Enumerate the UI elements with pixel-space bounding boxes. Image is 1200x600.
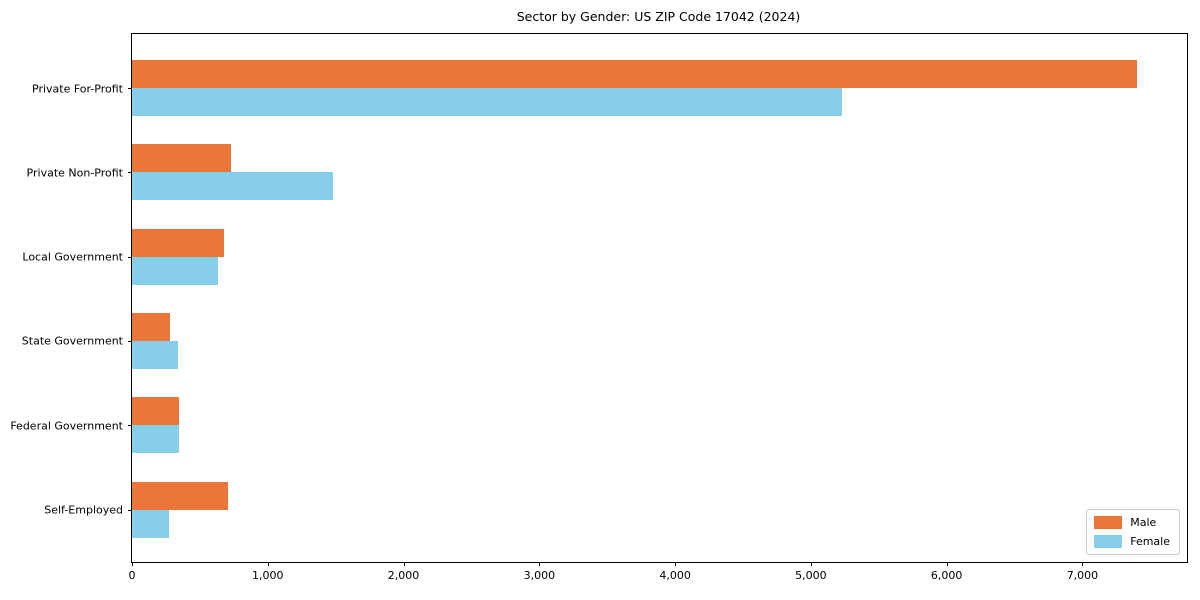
x-axis-tick-6	[946, 562, 948, 566]
category-label-5: Self-Employed	[44, 503, 123, 517]
bar-female-1	[132, 172, 333, 201]
y-axis-tick-3	[128, 340, 132, 342]
x-axis-tick-5	[810, 562, 812, 566]
legend-label-female: Female	[1130, 535, 1170, 548]
x-axis-tick-label-2: 2,000	[387, 569, 420, 582]
category-label-0: Private For-Profit	[32, 82, 123, 95]
x-axis-tick-label-3: 3,000	[523, 569, 556, 582]
x-axis-tick-label-1: 1,000	[252, 569, 284, 582]
x-axis-tick-2	[403, 562, 405, 566]
x-axis-tick-label-5: 5,000	[795, 569, 827, 582]
bar-female-5	[132, 509, 170, 538]
x-axis-tick-3	[539, 562, 541, 566]
category-label-3: State Government	[21, 334, 123, 348]
bar-female-0	[132, 88, 843, 116]
x-axis-tick-4	[675, 562, 677, 566]
bar-female-3	[132, 340, 179, 369]
category-label-1: Private Non-Profit	[26, 166, 123, 180]
x-axis-tick-label-0: 0	[128, 569, 136, 582]
legend: Male Female	[1086, 509, 1180, 555]
bar-male-5	[132, 481, 229, 510]
y-axis-tick-1	[128, 172, 132, 174]
x-axis-tick-1	[267, 562, 269, 566]
y-axis-tick-0	[128, 88, 132, 89]
legend-item-female: Female	[1094, 535, 1170, 548]
plot-area: Male Female Private For-Profit Private No…	[10, 33, 1188, 582]
x-axis-tick-label-4: 4,000	[659, 569, 691, 582]
y-axis-tick-4	[128, 425, 132, 427]
legend-item-male: Male	[1094, 516, 1170, 529]
x-axis-tick-label-6: 6,000	[930, 569, 963, 582]
bar-male-4	[132, 397, 179, 426]
x-axis-tick-label-7: 7,000	[1066, 569, 1099, 582]
bar-male-1	[132, 144, 232, 173]
y-axis-tick-2	[128, 256, 132, 258]
chart-title: Sector by Gender: US ZIP Code 17042 (202…	[516, 9, 801, 24]
x-axis-tick-0	[132, 562, 133, 566]
male-color-swatch	[1094, 516, 1123, 529]
bar-male-2	[132, 228, 225, 257]
female-color-swatch	[1094, 535, 1123, 548]
bar-female-2	[132, 256, 218, 285]
bar-male-3	[132, 312, 171, 341]
y-axis-tick-5	[128, 509, 132, 511]
x-axis-tick-7	[1082, 562, 1084, 566]
legend-label-male: Male	[1130, 516, 1157, 529]
bar-female-4	[132, 425, 179, 454]
bar-male-0	[132, 60, 1137, 88]
category-label-4: Federal Government	[10, 419, 123, 433]
category-label-2: Local Government	[22, 250, 123, 264]
